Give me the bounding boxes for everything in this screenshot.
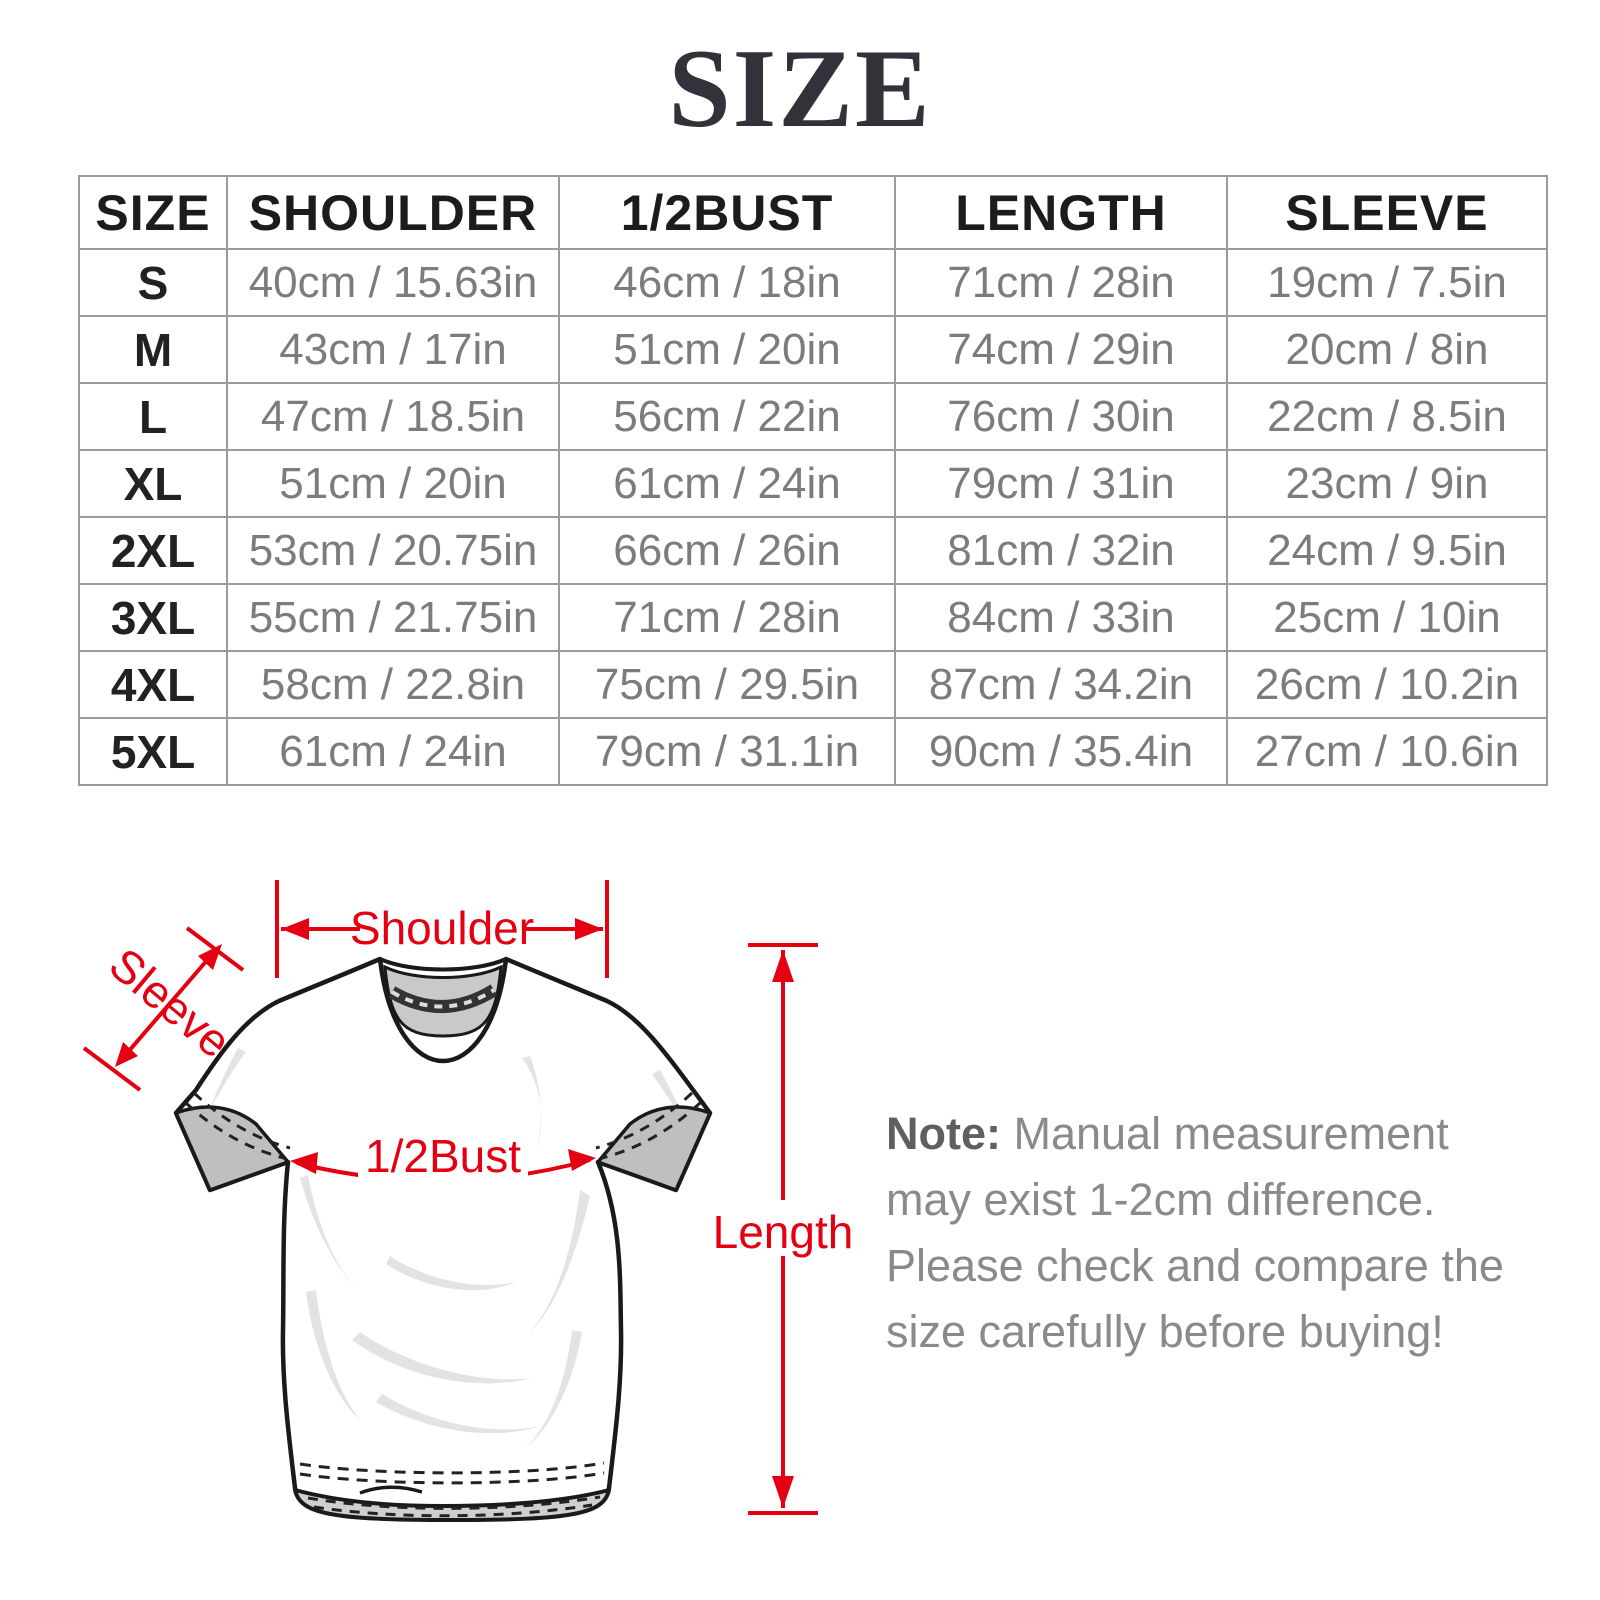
sleeve-label: Sleeve bbox=[100, 938, 241, 1068]
measurement-cell: 79cm / 31.1in bbox=[558, 717, 896, 786]
measurement-cell: 87cm / 34.2in bbox=[894, 650, 1228, 719]
measurement-cell: 84cm / 33in bbox=[894, 583, 1228, 652]
size-label-cell: 5XL bbox=[78, 717, 228, 786]
measurement-cell: 76cm / 30in bbox=[894, 382, 1228, 451]
measurement-cell: 43cm / 17in bbox=[226, 315, 560, 384]
shoulder-measure: Shoulder bbox=[275, 880, 609, 978]
half-bust-measure: 1/2Bust bbox=[290, 1130, 596, 1184]
column-header: SHOULDER bbox=[226, 175, 560, 250]
wrinkle-shading bbox=[210, 1048, 684, 1448]
measurement-cell: 22cm / 8.5in bbox=[1226, 382, 1548, 451]
column-header: LENGTH bbox=[894, 175, 1228, 250]
length-label: Length bbox=[713, 1206, 854, 1258]
measurement-cell: 47cm / 18.5in bbox=[226, 382, 560, 451]
size-row: 5XL 61cm / 24in 79cm / 31.1in 90cm / 35.4in… bbox=[78, 717, 1548, 786]
measurement-cell: 79cm / 31in bbox=[894, 449, 1228, 518]
measurement-cell: 56cm / 22in bbox=[558, 382, 896, 451]
size-row: S 40cm / 15.63in 46cm / 18in 71cm / 28in 19c… bbox=[78, 248, 1548, 317]
measurement-cell: 51cm / 20in bbox=[558, 315, 896, 384]
size-row: XL 51cm / 20in 61cm / 24in 79cm / 31in 23cm … bbox=[78, 449, 1548, 518]
column-header: SIZE bbox=[78, 175, 228, 250]
size-row: 3XL 55cm / 21.75in 71cm / 28in 84cm / 33in 2… bbox=[78, 583, 1548, 652]
length-measure: Length bbox=[708, 943, 858, 1515]
measurement-cell: 26cm / 10.2in bbox=[1226, 650, 1548, 719]
size-row: L 47cm / 18.5in 56cm / 22in 76cm / 30in 22cm… bbox=[78, 382, 1548, 451]
measurement-cell: 58cm / 22.8in bbox=[226, 650, 560, 719]
size-row: M 43cm / 17in 51cm / 20in 74cm / 29in 20cm /… bbox=[78, 315, 1548, 384]
size-table: SIZE SHOULDER 1/2BUST LENGTH SLEEVE S 40cm / … bbox=[78, 175, 1548, 786]
page-title: SIZE bbox=[668, 27, 932, 151]
measurement-cell: 71cm / 28in bbox=[894, 248, 1228, 317]
measurement-cell: 53cm / 20.75in bbox=[226, 516, 560, 585]
measurement-cell: 24cm / 9.5in bbox=[1226, 516, 1548, 585]
measurement-cell: 66cm / 26in bbox=[558, 516, 896, 585]
measurement-cell: 20cm / 8in bbox=[1226, 315, 1548, 384]
measurement-cell: 74cm / 29in bbox=[894, 315, 1228, 384]
shoulder-label: Shoulder bbox=[350, 902, 534, 954]
measurement-cell: 61cm / 24in bbox=[226, 717, 560, 786]
measurement-cell: 61cm / 24in bbox=[558, 449, 896, 518]
size-label-cell: L bbox=[78, 382, 228, 451]
size-row: 4XL 58cm / 22.8in 75cm / 29.5in 87cm / 34.2… bbox=[78, 650, 1548, 719]
size-table-header: SIZE SHOULDER 1/2BUST LENGTH SLEEVE bbox=[78, 175, 1548, 250]
half-bust-label: 1/2Bust bbox=[365, 1130, 521, 1182]
measurement-cell: 55cm / 21.75in bbox=[226, 583, 560, 652]
note-label: Note: bbox=[886, 1108, 1001, 1159]
hem bbox=[293, 1461, 611, 1522]
measurement-cell: 81cm / 32in bbox=[894, 516, 1228, 585]
measurement-cell: 71cm / 28in bbox=[558, 583, 896, 652]
size-table-body: S 40cm / 15.63in 46cm / 18in 71cm / 28in 19c… bbox=[78, 248, 1548, 786]
collar bbox=[379, 957, 507, 1038]
note-text: Manual measurement may exist 1-2cm diffe… bbox=[886, 1108, 1504, 1357]
size-label-cell: XL bbox=[78, 449, 228, 518]
tshirt-illustration bbox=[173, 956, 713, 1522]
measurement-cell: 27cm / 10.6in bbox=[1226, 717, 1548, 786]
measurement-cell: 23cm / 9in bbox=[1226, 449, 1548, 518]
header-row: SIZE SHOULDER 1/2BUST LENGTH SLEEVE bbox=[78, 175, 1548, 250]
size-label-cell: M bbox=[78, 315, 228, 384]
measurement-cell: 19cm / 7.5in bbox=[1226, 248, 1548, 317]
size-label-cell: S bbox=[78, 248, 228, 317]
measurement-cell: 25cm / 10in bbox=[1226, 583, 1548, 652]
measurement-cell: 46cm / 18in bbox=[558, 248, 896, 317]
size-row: 2XL 53cm / 20.75in 66cm / 26in 81cm / 32in 2… bbox=[78, 516, 1548, 585]
measurement-cell: 90cm / 35.4in bbox=[894, 717, 1228, 786]
column-header: 1/2BUST bbox=[558, 175, 896, 250]
right-cuff bbox=[595, 1091, 712, 1192]
column-header: SLEEVE bbox=[1226, 175, 1548, 250]
measurement-cell: 51cm / 20in bbox=[226, 449, 560, 518]
measurement-cell: 75cm / 29.5in bbox=[558, 650, 896, 719]
measurement-cell: 40cm / 15.63in bbox=[226, 248, 560, 317]
measurement-note: Note: Manual measurement may exist 1-2cm… bbox=[886, 1101, 1534, 1365]
tshirt-measurement-diagram: Shoulder Sleeve 1/2Bust bbox=[82, 880, 858, 1522]
left-cuff bbox=[174, 1091, 291, 1192]
size-label-cell: 2XL bbox=[78, 516, 228, 585]
size-label-cell: 3XL bbox=[78, 583, 228, 652]
size-label-cell: 4XL bbox=[78, 650, 228, 719]
